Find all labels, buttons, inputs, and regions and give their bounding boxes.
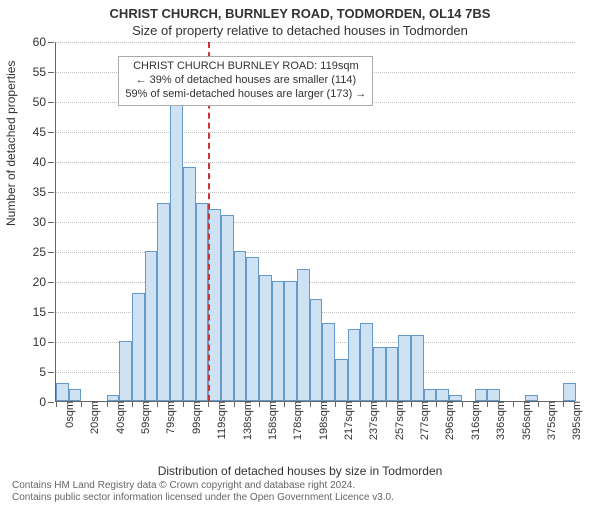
x-tick-label: 296sqm bbox=[438, 401, 456, 440]
histogram-bar bbox=[475, 389, 488, 401]
x-tick-label: 0sqm bbox=[58, 401, 76, 428]
y-tick-label: 15 bbox=[33, 305, 56, 319]
x-tick-label: 257sqm bbox=[388, 401, 406, 440]
histogram-bar bbox=[398, 335, 411, 401]
x-tick bbox=[107, 401, 108, 407]
histogram-bar bbox=[183, 167, 196, 401]
histogram-bar bbox=[348, 329, 361, 401]
x-tick-label: 316sqm bbox=[464, 401, 482, 440]
histogram-bar bbox=[373, 347, 386, 401]
y-tick-label: 35 bbox=[33, 185, 56, 199]
footer-line-1: Contains HM Land Registry data © Crown c… bbox=[12, 480, 355, 491]
x-tick bbox=[538, 401, 539, 407]
histogram-bar bbox=[284, 281, 297, 401]
x-tick-label: 277sqm bbox=[413, 401, 431, 440]
histogram-bar bbox=[196, 203, 209, 401]
gridline bbox=[56, 162, 575, 163]
x-tick-label: 158sqm bbox=[261, 401, 279, 440]
x-tick bbox=[411, 401, 412, 407]
annotation-box: CHRIST CHURCH BURNLEY ROAD: 119sqm← 39% … bbox=[118, 56, 373, 105]
x-tick-label: 59sqm bbox=[134, 401, 152, 434]
x-tick bbox=[513, 401, 514, 407]
y-tick-label: 55 bbox=[33, 65, 56, 79]
histogram-bar bbox=[424, 389, 437, 401]
y-tick-label: 45 bbox=[33, 125, 56, 139]
x-tick-label: 336sqm bbox=[489, 401, 507, 440]
y-tick-label: 0 bbox=[39, 395, 56, 409]
gridline bbox=[56, 252, 575, 253]
histogram-bar bbox=[132, 293, 145, 401]
y-tick-label: 30 bbox=[33, 215, 56, 229]
histogram-bar bbox=[170, 101, 183, 401]
histogram-bar bbox=[297, 269, 310, 401]
y-axis-label: Number of detached properties bbox=[4, 61, 18, 226]
histogram-bar bbox=[310, 299, 323, 401]
x-tick-label: 375sqm bbox=[540, 401, 558, 440]
x-tick bbox=[234, 401, 235, 407]
gridline bbox=[56, 132, 575, 133]
x-tick bbox=[56, 401, 57, 407]
histogram-bar bbox=[322, 323, 335, 401]
histogram-bar bbox=[411, 335, 424, 401]
x-tick-label: 356sqm bbox=[515, 401, 533, 440]
histogram-bar bbox=[119, 341, 132, 401]
x-tick bbox=[310, 401, 311, 407]
x-tick-label: 138sqm bbox=[236, 401, 254, 440]
histogram-bar bbox=[145, 251, 158, 401]
y-tick-label: 10 bbox=[33, 335, 56, 349]
histogram-bar bbox=[563, 383, 576, 401]
x-tick-label: 198sqm bbox=[312, 401, 330, 440]
histogram-bar bbox=[221, 215, 234, 401]
chart-title: CHRIST CHURCH, BURNLEY ROAD, TODMORDEN, … bbox=[0, 6, 600, 21]
plot-area: 0510152025303540455055600sqm20sqm40sqm59… bbox=[55, 42, 575, 402]
x-tick-label: 237sqm bbox=[362, 401, 380, 440]
plot-canvas: 0510152025303540455055600sqm20sqm40sqm59… bbox=[55, 42, 575, 402]
x-tick bbox=[183, 401, 184, 407]
gridline bbox=[56, 282, 575, 283]
x-tick-label: 20sqm bbox=[83, 401, 101, 434]
x-tick bbox=[259, 401, 260, 407]
histogram-bar bbox=[272, 281, 285, 401]
histogram-bar bbox=[259, 275, 272, 401]
histogram-bar bbox=[360, 323, 373, 401]
gridline bbox=[56, 192, 575, 193]
annotation-line-1: CHRIST CHURCH BURNLEY ROAD: 119sqm bbox=[125, 60, 366, 74]
footer-line-2: Contains public sector information licen… bbox=[12, 492, 394, 503]
y-tick-label: 60 bbox=[33, 35, 56, 49]
histogram-bar bbox=[234, 251, 247, 401]
x-tick-label: 395sqm bbox=[565, 401, 583, 440]
x-tick-label: 40sqm bbox=[109, 401, 127, 434]
histogram-bar bbox=[487, 389, 500, 401]
chart-subtitle: Size of property relative to detached ho… bbox=[0, 23, 600, 38]
histogram-bar bbox=[69, 389, 82, 401]
x-tick bbox=[386, 401, 387, 407]
x-tick-label: 119sqm bbox=[210, 401, 228, 439]
histogram-bar bbox=[56, 383, 69, 401]
histogram-bar bbox=[335, 359, 348, 401]
y-tick-label: 50 bbox=[33, 95, 56, 109]
x-tick bbox=[335, 401, 336, 407]
histogram-bar bbox=[157, 203, 170, 401]
histogram-bar bbox=[246, 257, 259, 401]
y-tick-label: 40 bbox=[33, 155, 56, 169]
y-tick-label: 5 bbox=[39, 365, 56, 379]
annotation-line-3: 59% of semi-detached houses are larger (… bbox=[125, 88, 366, 102]
y-tick-label: 25 bbox=[33, 245, 56, 259]
gridline bbox=[56, 222, 575, 223]
x-axis-label: Distribution of detached houses by size … bbox=[0, 464, 600, 478]
x-tick-label: 99sqm bbox=[185, 401, 203, 434]
x-tick-label: 178sqm bbox=[286, 401, 304, 440]
y-tick-label: 20 bbox=[33, 275, 56, 289]
gridline bbox=[56, 42, 575, 43]
histogram-bar bbox=[436, 389, 449, 401]
annotation-line-2: ← 39% of detached houses are smaller (11… bbox=[125, 74, 366, 88]
x-tick-label: 217sqm bbox=[337, 401, 355, 440]
x-tick bbox=[132, 401, 133, 407]
histogram-bar bbox=[386, 347, 399, 401]
x-tick bbox=[462, 401, 463, 407]
x-tick-label: 79sqm bbox=[159, 401, 177, 434]
